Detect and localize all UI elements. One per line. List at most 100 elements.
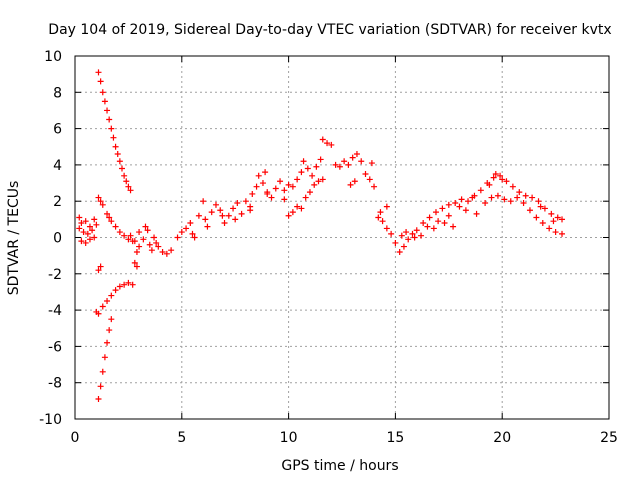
data-point-main (377, 209, 384, 216)
data-point-main (379, 218, 386, 225)
data-point-main (371, 183, 378, 190)
data-point-upper_arc (116, 158, 123, 165)
data-point-main (486, 181, 493, 188)
data-point-main (482, 200, 489, 207)
data-point-main (535, 198, 542, 205)
data-point-main (202, 216, 209, 223)
data-point-main (163, 250, 170, 257)
y-tick-label: -10 (39, 412, 62, 428)
data-point-main (86, 236, 93, 243)
data-point-main (262, 169, 269, 176)
data-point-upper_arc (99, 89, 106, 96)
data-point-main (548, 210, 555, 217)
x-tick-label: 25 (600, 430, 618, 446)
data-points (76, 69, 566, 403)
data-point-main (435, 218, 442, 225)
data-point-main (426, 214, 433, 221)
data-point-upper_arc (106, 116, 113, 123)
x-tick-label: 15 (386, 430, 404, 446)
data-point-main (462, 207, 469, 214)
data-point-main (539, 219, 546, 226)
data-point-main (191, 234, 198, 241)
data-point-main (546, 225, 553, 232)
data-point-main (336, 163, 343, 170)
data-point-main (219, 212, 226, 219)
data-point-upper_arc (99, 201, 106, 208)
data-point-main (520, 200, 527, 207)
data-point-main (345, 161, 352, 168)
data-point-main (420, 219, 427, 226)
data-point-main (456, 203, 463, 210)
x-tick-label: 0 (71, 430, 80, 446)
data-point-upper_arc (129, 238, 136, 245)
data-point-main (432, 209, 439, 216)
data-point-main (298, 169, 305, 176)
data-point-main (319, 136, 326, 143)
data-point-main (503, 178, 510, 185)
data-point-main (424, 223, 431, 230)
data-point-main (183, 225, 190, 232)
data-point-upper_arc (104, 210, 111, 217)
y-tick-label: 8 (53, 85, 62, 101)
data-point-upper_arc (125, 183, 132, 190)
data-point-upper_arc (112, 223, 119, 230)
data-point-main (533, 214, 540, 221)
data-point-upper_arc (110, 134, 117, 141)
data-point-main (249, 190, 256, 197)
data-point-main (411, 234, 418, 241)
data-point-main (383, 203, 390, 210)
data-point-main (238, 210, 245, 217)
data-point-main (289, 183, 296, 190)
data-point-main (317, 156, 324, 163)
data-point-main (82, 239, 89, 246)
data-point-main (255, 172, 262, 179)
data-point-main (418, 232, 425, 239)
data-point-main (347, 181, 354, 188)
data-point-upper_arc (116, 229, 123, 236)
data-point-main (168, 247, 175, 254)
data-point-lower_arc (129, 281, 136, 288)
data-point-main (285, 212, 292, 219)
data-point-main (217, 207, 224, 214)
data-point-main (375, 214, 382, 221)
x-tick-label: 5 (177, 430, 186, 446)
data-point-main (413, 227, 420, 234)
data-point-upper_arc (108, 125, 115, 132)
data-point-main (153, 239, 160, 246)
data-point-main (155, 243, 162, 250)
data-point-main (230, 205, 237, 212)
data-point-upper_arc (95, 194, 102, 201)
data-point-upper_arc (108, 218, 115, 225)
data-point-main (349, 154, 356, 161)
data-point-main (353, 151, 360, 158)
data-point-main (445, 201, 452, 208)
data-point-upper_arc (112, 143, 119, 150)
data-point-main (204, 223, 211, 230)
data-point-upper_arc (104, 107, 111, 114)
data-point-main (501, 196, 508, 203)
data-point-main (91, 216, 98, 223)
data-point-lower_arc (121, 281, 128, 288)
data-point-main (281, 196, 288, 203)
data-point-lower_arc (104, 298, 111, 305)
data-point-main (91, 234, 98, 241)
data-point-main (445, 212, 452, 219)
data-point-main (405, 236, 412, 243)
y-tick-label: -6 (48, 339, 62, 355)
data-point-main (253, 183, 260, 190)
data-point-main (294, 176, 301, 183)
data-point-main (84, 230, 91, 237)
data-point-main (78, 238, 85, 245)
y-tick-label: -2 (48, 267, 62, 283)
data-point-upper_arc (123, 178, 130, 185)
y-tick-label: 0 (53, 231, 62, 247)
data-point-main (146, 241, 153, 248)
data-point-main (465, 198, 472, 205)
data-point-main (368, 160, 375, 167)
data-point-main (306, 189, 313, 196)
data-point-lower_arc (93, 308, 100, 315)
data-point-lower_arc (116, 283, 123, 290)
data-point-lower_arc (97, 383, 104, 390)
data-point-main (309, 172, 316, 179)
